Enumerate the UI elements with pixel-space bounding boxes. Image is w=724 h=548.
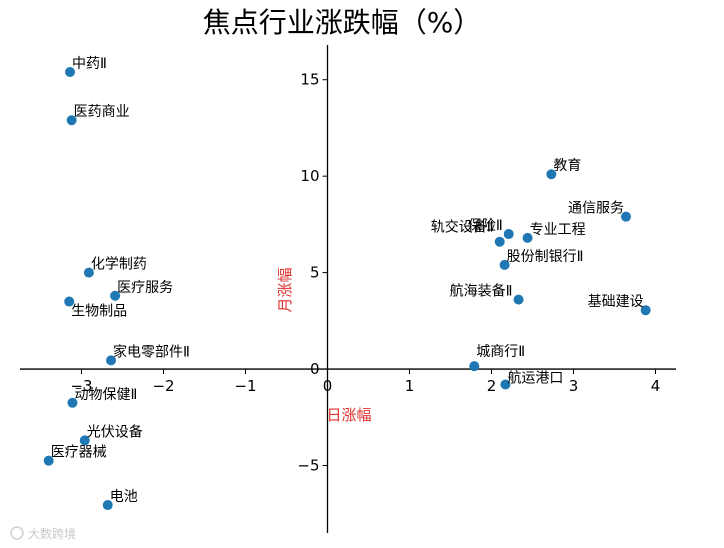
data-point	[494, 236, 505, 247]
x-tick-label: −1	[234, 377, 256, 395]
data-point	[640, 305, 651, 316]
data-point	[110, 290, 121, 301]
data-point-label: 电池	[110, 489, 138, 505]
data-point-label: 航海装备Ⅱ	[450, 283, 513, 300]
data-point	[79, 435, 90, 446]
data-point-label: 轨交设备Ⅱ	[431, 219, 494, 236]
x-tick-label: −3	[70, 377, 92, 395]
data-point	[513, 294, 524, 305]
data-point	[65, 67, 76, 78]
y-axis-label: 月涨幅	[276, 267, 294, 312]
x-axis-label: 日涨幅	[326, 406, 371, 424]
data-point-label: 城商行Ⅱ	[476, 344, 525, 360]
data-point-label: 生物制品	[71, 304, 127, 320]
data-point-label: 教育	[553, 158, 581, 174]
data-point-label: 医疗器械	[51, 445, 107, 461]
chart-title: 焦点行业涨跌幅（%）	[203, 6, 482, 39]
x-tick-label: 4	[651, 377, 661, 395]
y-tick-label: 0	[310, 360, 320, 378]
watermark-logo-icon	[10, 526, 24, 540]
data-point	[500, 379, 511, 390]
axis-ticks: −3 −2 −1 0 1 2 3 4 −5 0 5 10 15	[70, 71, 660, 475]
x-tick-label: 2	[487, 377, 497, 395]
x-tick-label: 3	[569, 377, 579, 395]
y-tick-label: 15	[300, 71, 319, 89]
watermark: 大数跨境	[10, 526, 76, 541]
data-point-label: 保险Ⅱ	[468, 218, 503, 234]
y-tick-label: −5	[297, 456, 319, 474]
data-point	[64, 296, 75, 307]
data-point-label: 医疗服务	[117, 280, 173, 296]
data-point-label: 专业工程	[530, 222, 586, 238]
y-tick-label: 5	[310, 264, 320, 282]
data-point	[503, 229, 514, 240]
x-tick-label: −2	[152, 377, 174, 395]
data-point-label: 化学制药	[91, 257, 147, 273]
data-point	[546, 169, 557, 180]
data-point-label: 通信服务	[568, 201, 624, 217]
data-point-label: 医药商业	[74, 104, 130, 120]
data-point-label: 航运港口	[507, 370, 563, 386]
data-point	[66, 115, 77, 126]
data-point-label: 家电零部件Ⅱ	[113, 343, 190, 360]
data-point	[102, 500, 113, 511]
data-point	[83, 267, 94, 278]
data-point	[106, 355, 117, 366]
data-point	[522, 232, 533, 243]
x-tick-label: 1	[405, 377, 415, 395]
data-point-label: 动物保健Ⅱ	[74, 387, 137, 403]
data-point	[67, 397, 78, 408]
data-point-label: 光伏设备	[87, 423, 143, 440]
axes	[20, 45, 676, 533]
data-point	[499, 259, 510, 270]
data-point	[620, 211, 631, 222]
data-point	[43, 455, 54, 466]
data-point-label: 基础建设	[588, 293, 644, 310]
data-point-label: 股份制银行Ⅱ	[507, 249, 584, 265]
watermark-text: 大数跨境	[28, 526, 76, 541]
data-point-label: 中药Ⅱ	[72, 56, 107, 72]
x-tick-label: 0	[323, 377, 333, 395]
y-tick-label: 10	[300, 167, 319, 185]
data-point	[469, 361, 480, 372]
